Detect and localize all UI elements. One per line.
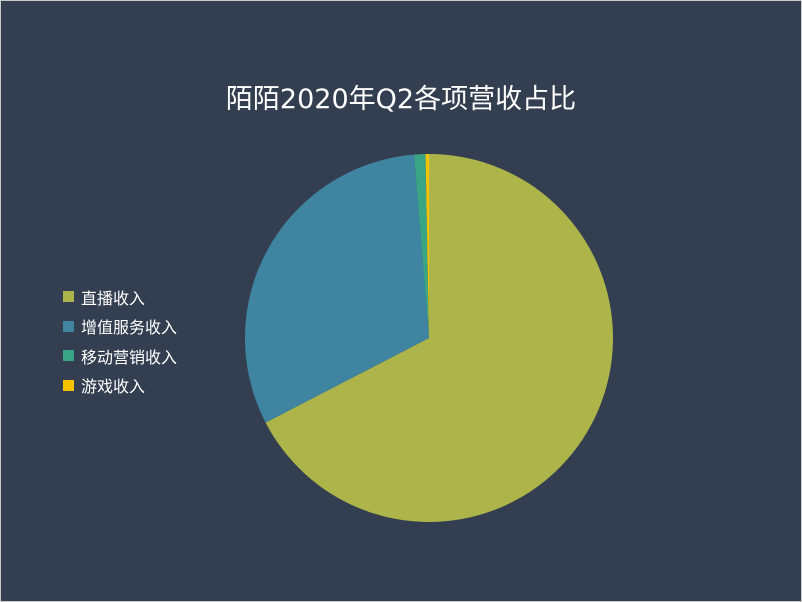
legend-item: 移动营销收入 xyxy=(63,341,177,371)
legend-swatch xyxy=(63,379,74,391)
legend-item: 直播收入 xyxy=(63,282,177,312)
pie-slice-0 xyxy=(265,154,613,522)
pie-slice-3 xyxy=(425,154,429,338)
pie-slice-1 xyxy=(245,154,429,423)
pie-slice-2 xyxy=(413,154,429,338)
legend-item: 增值服务收入 xyxy=(63,312,177,342)
legend-swatch xyxy=(63,350,74,362)
legend-swatch xyxy=(63,291,74,303)
legend: 直播收入增值服务收入 移动营销收入 游戏收入 xyxy=(63,282,177,400)
legend-label: 游戏收入 xyxy=(81,377,146,397)
chart-title: 陌陌2020年Q2各项营收占比 xyxy=(225,84,577,115)
legend-swatch xyxy=(63,320,74,332)
legend-item: 游戏收入 xyxy=(63,371,177,401)
legend-label: 移动营销收入 xyxy=(81,347,178,367)
legend-label: 增值服务收入 xyxy=(81,318,178,338)
legend-label: 直播收入 xyxy=(81,288,146,308)
